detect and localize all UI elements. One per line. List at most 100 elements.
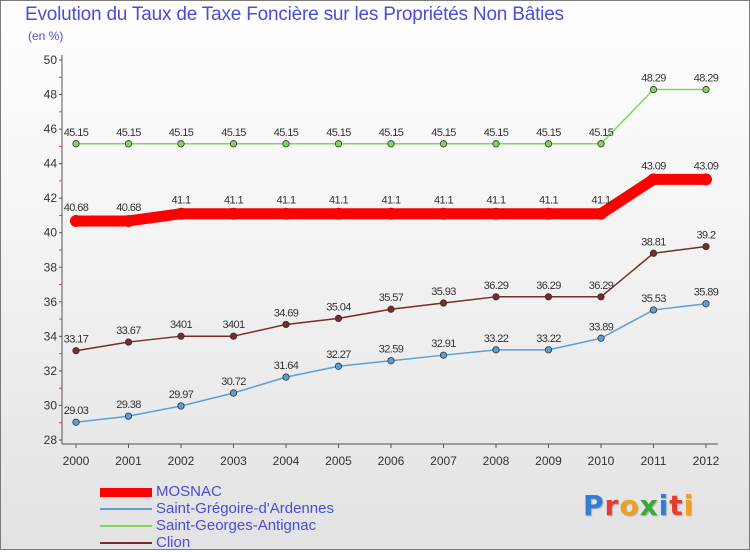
- data-point: [544, 140, 553, 148]
- data-label: 40.68: [64, 202, 89, 214]
- data-label: 41.1: [434, 195, 453, 207]
- logo-letter: o: [619, 489, 640, 522]
- data-label: 45.15: [484, 127, 509, 139]
- data-labels-layer: 45.15 45.15 45.15 45.15 45.15 45.15 45.15 45.15…: [64, 73, 720, 418]
- data-label: 35.57: [379, 292, 404, 304]
- x-tick-label: 2007: [430, 454, 457, 468]
- data-label: 45.15: [379, 127, 404, 139]
- data-label: 45.15: [431, 127, 456, 139]
- logo-letter: P: [583, 489, 605, 522]
- data-label: 41.1: [486, 195, 505, 207]
- data-point: [334, 362, 343, 370]
- data-label: 35.53: [641, 293, 666, 305]
- data-label: 48.29: [694, 73, 719, 85]
- data-point: [282, 320, 290, 329]
- data-label: 41.1: [276, 195, 295, 207]
- y-tick-label: 40: [44, 226, 58, 240]
- data-point: [175, 207, 187, 220]
- data-point: [334, 314, 343, 322]
- data-point: [229, 389, 238, 397]
- data-label: 41.1: [539, 195, 558, 207]
- data-label: 33.17: [64, 334, 89, 346]
- data-point: [542, 207, 555, 220]
- data-label: 31.64: [274, 360, 299, 372]
- data-point: [649, 85, 658, 94]
- data-point: [492, 140, 500, 148]
- x-tick-label: 2003: [220, 454, 247, 468]
- y-tick-label: 42: [44, 191, 58, 205]
- data-label: 45.15: [116, 127, 141, 139]
- data-point: [124, 338, 133, 346]
- data-point: [332, 207, 345, 220]
- data-label: 29.38: [116, 399, 141, 411]
- data-point: [700, 173, 712, 186]
- x-tick-label: 2011: [641, 454, 667, 468]
- data-label: 33.89: [589, 321, 614, 333]
- y-tick-label: 36: [44, 295, 58, 309]
- data-label: 32.91: [431, 338, 456, 350]
- x-tick-label: 2002: [168, 454, 195, 468]
- data-label: 45.15: [169, 127, 194, 139]
- x-tick-label: 2000: [63, 454, 90, 468]
- data-point: [544, 346, 553, 354]
- proxiti-logo: Proxiti: [583, 489, 694, 522]
- data-point: [229, 332, 238, 340]
- x-tick-label: 2006: [378, 454, 405, 468]
- data-label: 30.72: [221, 376, 246, 388]
- data-label: 3401: [222, 319, 245, 331]
- data-point: [702, 242, 710, 251]
- data-label: 48.29: [641, 73, 666, 85]
- data-point: [649, 306, 658, 314]
- x-tick-label: 2005: [325, 454, 352, 468]
- data-point: [72, 140, 80, 148]
- data-label: 38.81: [641, 236, 666, 248]
- y-tick-label: 46: [44, 122, 58, 136]
- data-point: [70, 214, 82, 227]
- data-point: [647, 173, 660, 186]
- data-point: [387, 305, 395, 313]
- data-label: 45.15: [274, 127, 299, 139]
- data-point: [334, 140, 343, 148]
- legend-swatch: [100, 487, 152, 497]
- data-label: 41.1: [224, 195, 243, 207]
- data-point: [439, 140, 448, 148]
- data-label: 29.97: [169, 389, 194, 401]
- data-point: [439, 351, 448, 359]
- data-label: 45.15: [64, 127, 89, 139]
- data-label: 35.93: [431, 286, 456, 298]
- data-label: 33.22: [484, 333, 509, 345]
- legend-label: Saint-Georges-Antignac: [156, 517, 317, 534]
- data-label: 41.1: [171, 195, 190, 207]
- y-tick-label: 30: [44, 398, 58, 412]
- logo-letter: i: [683, 489, 695, 522]
- data-point: [439, 299, 448, 307]
- data-point: [490, 207, 502, 220]
- data-label: 43.09: [641, 160, 666, 172]
- data-point: [229, 140, 238, 148]
- y-tick-label: 32: [44, 364, 58, 378]
- data-point: [597, 293, 605, 301]
- data-label: 32.59: [379, 344, 404, 356]
- y-tick-label: 34: [44, 329, 58, 343]
- data-point: [595, 207, 607, 220]
- data-label: 45.15: [326, 127, 351, 139]
- data-point: [597, 334, 605, 342]
- data-point: [227, 207, 240, 220]
- legend-swatch: [100, 542, 152, 544]
- data-point: [492, 346, 500, 354]
- data-point: [702, 85, 710, 94]
- legend-swatch: [100, 508, 152, 510]
- data-point: [72, 347, 80, 355]
- data-label: 29.03: [64, 405, 89, 417]
- data-point: [385, 207, 397, 220]
- data-point: [387, 140, 395, 148]
- data-point: [387, 357, 395, 365]
- chart-title: Evolution du Taux de Taxe Foncière sur l…: [25, 4, 564, 25]
- data-point: [124, 412, 133, 420]
- data-label: 41.1: [329, 195, 348, 207]
- data-point: [282, 373, 290, 381]
- y-tick-label: 38: [44, 260, 58, 274]
- legend-swatch: [100, 525, 152, 527]
- logo-letter: i: [658, 489, 670, 522]
